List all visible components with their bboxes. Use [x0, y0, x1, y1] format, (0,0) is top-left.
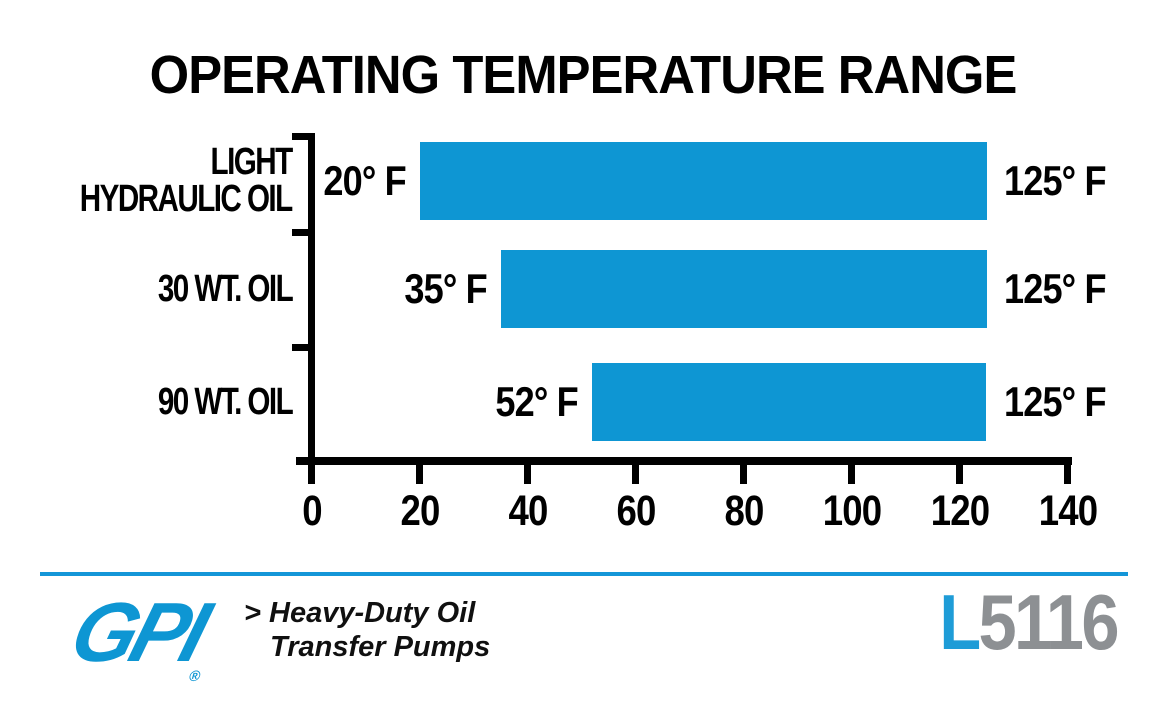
range-bar — [500, 250, 987, 328]
x-axis-line — [296, 457, 1072, 465]
x-tick-label: 80 — [724, 487, 764, 535]
range-bar — [592, 363, 987, 441]
tagline-line-1: > Heavy-Duty Oil — [244, 596, 490, 630]
x-tick-label: 120 — [930, 487, 989, 535]
category-label: LIGHT HYDRAULIC OIL — [80, 141, 294, 220]
x-tick-label: 100 — [822, 487, 881, 535]
bar-min-label: 52° F — [495, 378, 579, 425]
category-label-line: 30 WT. OIL — [157, 267, 294, 310]
category-label: 90 WT. OIL — [157, 380, 294, 423]
bar-max-label: 125° F — [1003, 378, 1107, 425]
x-tick-label: 60 — [616, 487, 656, 535]
bar-max-label: 125° F — [1003, 157, 1107, 204]
range-bar — [419, 142, 987, 220]
x-axis-tick — [416, 457, 423, 484]
chevron-marker-icon: > — [244, 597, 261, 629]
x-axis-tick — [632, 457, 639, 484]
category-label-line: 90 WT. OIL — [157, 380, 294, 423]
footer-divider-line — [40, 572, 1128, 576]
footer-tagline: > Heavy-Duty Oil Transfer Pumps — [244, 596, 490, 664]
x-tick-label: 40 — [508, 487, 548, 535]
x-axis-tick — [524, 457, 531, 484]
bar-max-label: 125° F — [1003, 265, 1107, 312]
category-label: 30 WT. OIL — [157, 267, 294, 310]
x-tick-label: 0 — [301, 487, 322, 535]
x-axis-tick — [1064, 457, 1071, 484]
model-digits: 5116 — [978, 578, 1120, 666]
x-axis-tick — [740, 457, 747, 484]
tagline-line-2: Transfer Pumps — [270, 631, 491, 663]
x-axis-tick — [956, 457, 963, 484]
category-label-line: HYDRAULIC OIL — [80, 178, 293, 220]
x-tick-label: 20 — [400, 487, 440, 535]
x-axis-tick — [848, 457, 855, 484]
tagline-line-1-text: Heavy-Duty Oil — [269, 597, 476, 629]
x-axis-tick — [308, 457, 315, 484]
x-tick-label: 140 — [1038, 487, 1097, 535]
temperature-range-chart: 0 20 40 60 80 100 120 140 20° F 125° F LIGHT HYDRAU… — [80, 133, 1107, 535]
y-axis-tick — [292, 229, 315, 236]
model-prefix: L — [939, 578, 981, 666]
y-axis-line — [308, 133, 315, 483]
bar-min-label: 35° F — [404, 265, 487, 312]
model-number: L5116 — [939, 583, 1119, 661]
y-axis-tick — [292, 133, 315, 140]
chart-title: OPERATING TEMPERATURE RANGE — [0, 44, 1167, 106]
bar-min-label: 20° F — [323, 157, 406, 204]
chart-title-text: OPERATING TEMPERATURE RANGE — [150, 45, 1018, 105]
category-label-line: LIGHT — [210, 141, 294, 183]
y-axis-tick — [292, 344, 315, 351]
